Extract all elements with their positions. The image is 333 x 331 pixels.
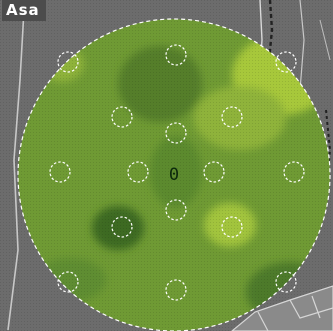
sample-point-circle[interactable]	[275, 51, 297, 73]
sample-point-circle[interactable]	[221, 106, 243, 128]
centre-marker: 0	[169, 165, 179, 185]
sample-point-circle[interactable]	[111, 216, 133, 238]
sample-point-circle[interactable]	[275, 271, 297, 293]
sample-point-circle[interactable]	[111, 106, 133, 128]
sample-point-circle[interactable]	[57, 51, 79, 73]
building-outline	[257, 311, 269, 331]
sample-point-circle[interactable]	[165, 44, 187, 66]
building-outline	[231, 285, 333, 331]
sample-point-circle[interactable]	[221, 216, 243, 238]
sample-point-circle[interactable]	[165, 199, 187, 221]
building-outline	[311, 295, 321, 319]
road-line	[319, 19, 331, 61]
building-outline	[289, 299, 333, 319]
sample-point-circle[interactable]	[165, 279, 187, 301]
field-boundary	[17, 18, 331, 331]
road-dashed	[266, 0, 278, 111]
road-line	[7, 9, 25, 331]
sample-point-circle[interactable]	[283, 161, 305, 183]
sample-point-circle[interactable]	[49, 161, 71, 183]
sample-point-circle[interactable]	[127, 161, 149, 183]
sample-point-circle[interactable]	[203, 161, 225, 183]
map-label: Asa	[2, 0, 46, 21]
sample-points	[49, 44, 305, 301]
sample-point-circle[interactable]	[165, 122, 187, 144]
sample-point-circle[interactable]	[57, 271, 79, 293]
